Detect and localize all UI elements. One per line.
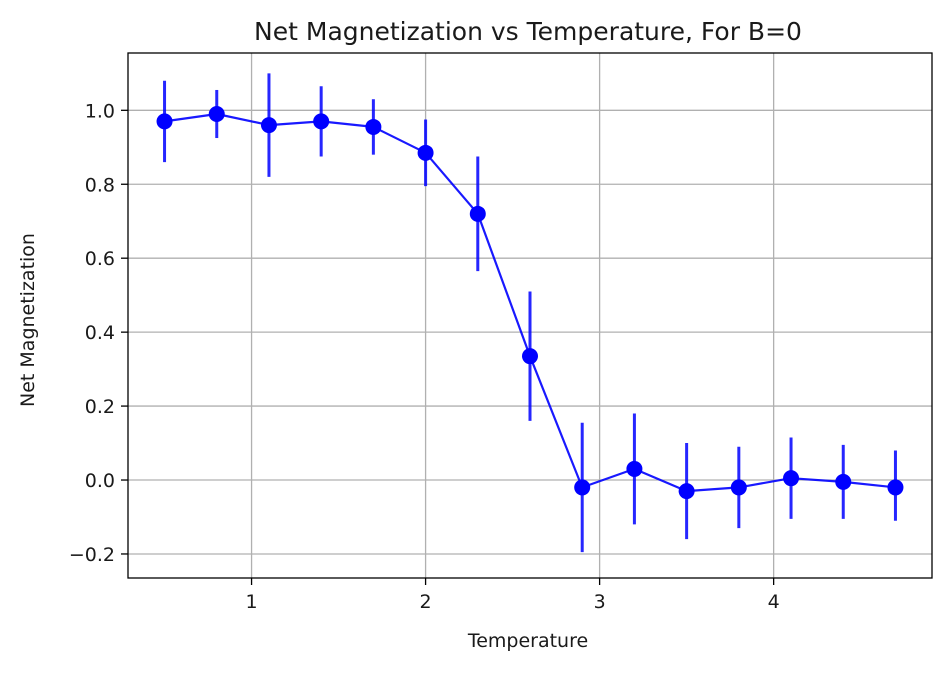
data-point — [208, 106, 225, 123]
ticks: 1 2 3 4 −0.2 0.0 0.2 0.4 0.6 0.8 1.0 — [69, 100, 780, 613]
x-tick-label: 3 — [594, 591, 606, 613]
data-point — [417, 144, 434, 161]
y-tick-label: 1.0 — [85, 100, 115, 122]
y-tick-label: 0.4 — [85, 322, 115, 344]
data-point — [574, 479, 591, 496]
data-point — [260, 117, 277, 134]
x-tick-label: 1 — [246, 591, 258, 613]
data-point — [313, 113, 330, 130]
y-tick-label: 0.8 — [85, 174, 115, 196]
data-point — [365, 118, 382, 135]
y-tick-label: −0.2 — [69, 544, 115, 566]
data-point — [469, 205, 486, 222]
data-point — [783, 470, 800, 487]
plot-frame — [127, 52, 933, 579]
y-axis-title: Net Magnetization — [17, 233, 39, 407]
data-point — [678, 483, 695, 500]
y-tick-label: 0.6 — [85, 248, 115, 270]
x-tick-label: 4 — [768, 591, 780, 613]
series-group — [156, 73, 904, 553]
data-point — [156, 113, 173, 130]
data-point — [626, 460, 643, 477]
x-tick-label: 2 — [420, 591, 432, 613]
data-point — [522, 348, 538, 365]
chart-title: Net Magnetization vs Temperature, For B=… — [254, 17, 802, 46]
data-point — [730, 479, 747, 496]
y-tick-label: 0.2 — [85, 396, 115, 418]
grid — [128, 53, 932, 578]
data-point — [835, 473, 852, 490]
y-tick-label: 0.0 — [85, 470, 115, 492]
data-point — [887, 479, 904, 496]
x-axis-title: Temperature — [467, 630, 588, 652]
